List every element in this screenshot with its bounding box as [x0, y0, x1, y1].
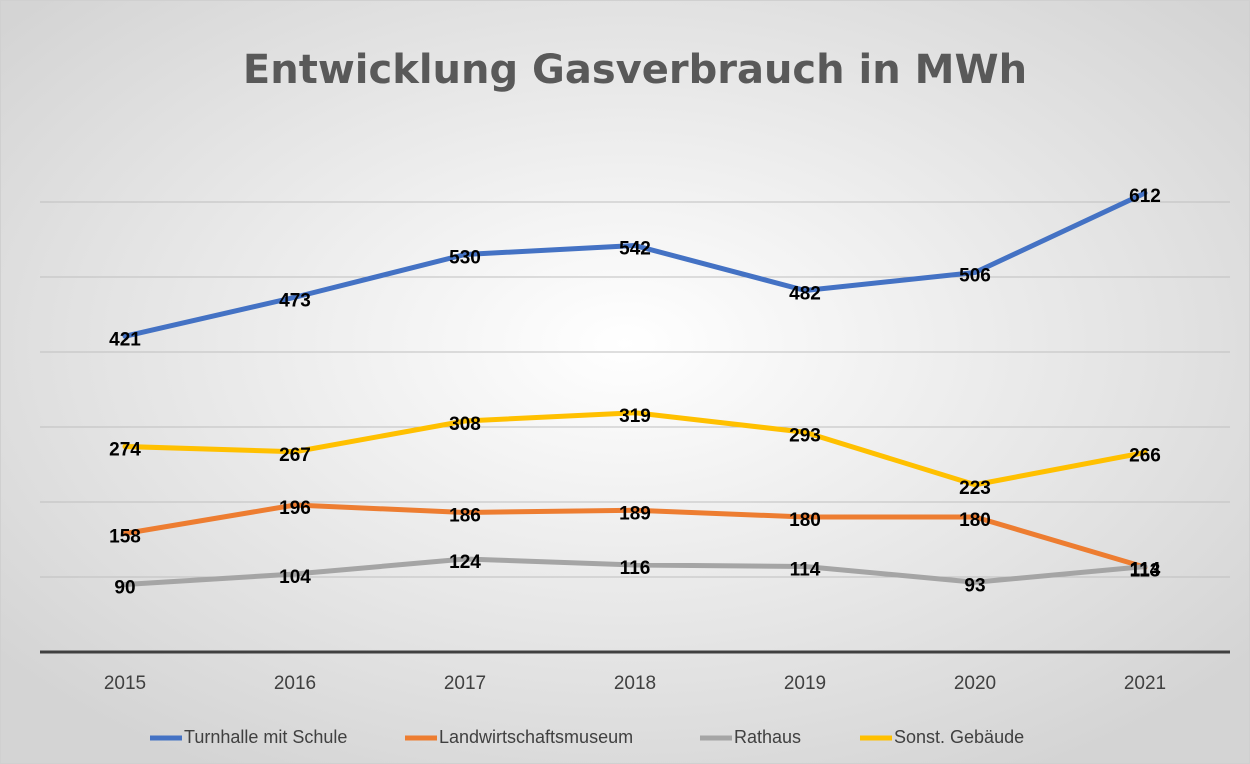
data-label: 93	[964, 575, 985, 596]
data-label: 180	[959, 510, 991, 531]
series-line	[122, 410, 1148, 488]
data-label: 482	[789, 284, 821, 305]
data-label: 124	[449, 552, 481, 573]
x-tick-label: 2016	[274, 673, 316, 694]
chart-title: Entwicklung Gasverbrauch in MWh	[243, 47, 1027, 93]
data-label: 274	[109, 440, 141, 461]
data-label: 189	[619, 503, 651, 524]
data-label: 308	[449, 414, 481, 435]
legend-label: Rathaus	[734, 727, 801, 747]
data-label: 223	[959, 478, 991, 499]
legend-label: Turnhalle mit Schule	[184, 727, 347, 747]
data-label: 266	[1129, 446, 1161, 467]
x-tick-label: 2020	[954, 673, 996, 694]
series-line	[122, 502, 1148, 570]
data-label: 90	[114, 578, 135, 599]
data-label: 114	[790, 560, 821, 581]
data-label: 506	[959, 266, 991, 287]
data-label: 612	[1129, 186, 1161, 207]
data-label: 421	[109, 329, 141, 350]
data-label: 319	[619, 406, 651, 427]
x-tick-label: 2021	[1124, 673, 1166, 694]
data-label: 113	[1130, 560, 1161, 581]
x-tick-label: 2017	[444, 673, 486, 694]
legend-label: Sonst. Gebäude	[894, 727, 1024, 747]
legend-label: Landwirtschaftsmuseum	[439, 727, 633, 747]
data-label: 196	[279, 498, 311, 519]
data-label: 158	[109, 527, 141, 548]
x-tick-label: 2018	[614, 673, 656, 694]
data-label: 104	[279, 567, 311, 588]
data-label: 180	[789, 510, 821, 531]
data-label: 530	[449, 248, 481, 269]
series-line	[122, 556, 1148, 587]
data-label: 116	[620, 558, 651, 579]
data-label: 186	[449, 506, 481, 527]
x-tick-label: 2015	[104, 673, 146, 694]
data-label: 267	[279, 445, 311, 466]
data-label: 542	[619, 239, 651, 260]
data-label: 293	[789, 425, 821, 446]
x-tick-label: 2019	[784, 673, 826, 694]
data-label: 473	[279, 290, 311, 311]
series-line	[122, 190, 1148, 339]
data-label: 114	[1130, 560, 1161, 581]
